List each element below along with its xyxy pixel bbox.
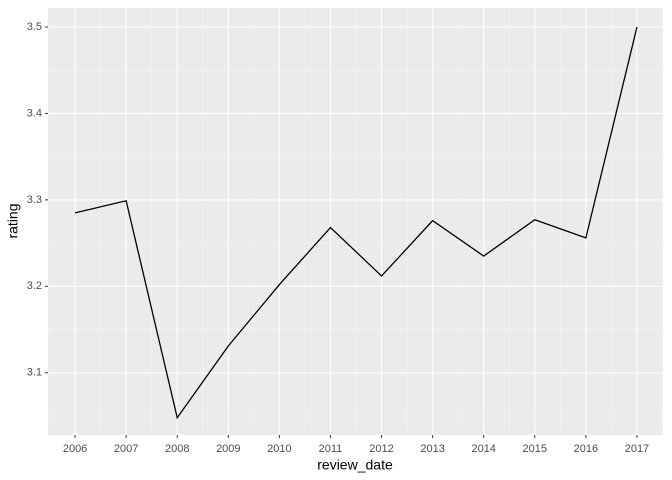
- x-tick-label: 2015: [523, 443, 547, 455]
- x-tick-label: 2006: [63, 443, 87, 455]
- x-tick-label: 2013: [420, 443, 444, 455]
- y-tick-label: 3.5: [27, 21, 42, 33]
- x-tick-label: 2016: [574, 443, 598, 455]
- x-tick-label: 2010: [267, 443, 291, 455]
- y-tick-label: 3.4: [27, 107, 42, 119]
- x-axis-title: review_date: [317, 457, 393, 473]
- x-tick-label: 2017: [625, 443, 649, 455]
- y-tick-label: 3.1: [27, 367, 42, 379]
- y-axis-title: rating: [5, 203, 21, 238]
- panel-background: [48, 8, 663, 435]
- y-tick-label: 3.3: [27, 194, 42, 206]
- x-tick-label: 2007: [114, 443, 138, 455]
- x-tick-label: 2012: [369, 443, 393, 455]
- y-tick-label: 3.2: [27, 280, 42, 292]
- x-tick-label: 2008: [165, 443, 189, 455]
- x-tick-label: 2014: [471, 443, 495, 455]
- x-tick-label: 2011: [319, 443, 343, 455]
- data-line: [74, 26, 638, 420]
- x-tick-label: 2009: [216, 443, 240, 455]
